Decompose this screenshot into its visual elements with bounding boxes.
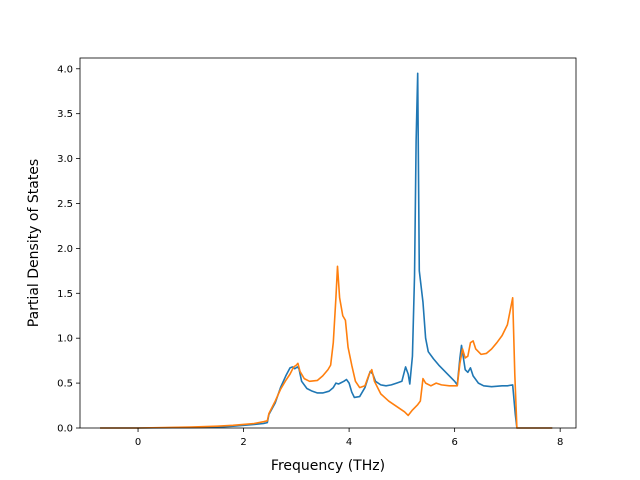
x-tick-label: 4 [346, 437, 352, 448]
series-line-2 [100, 265, 553, 429]
y-tick-label: 0.0 [57, 424, 73, 435]
x-tick-label: 0 [135, 437, 141, 448]
y-axis-ticks: 0.0 0.5 1.0 1.5 2.0 2.5 3.0 3.5 4.0 [57, 64, 80, 435]
x-tick-label: 6 [451, 437, 457, 448]
x-axis-title: Frequency (THz) [271, 458, 385, 474]
y-tick-label: 3.0 [57, 154, 73, 165]
x-tick-label: 8 [557, 437, 563, 448]
series-line-1 [100, 72, 553, 429]
y-tick-label: 3.5 [57, 109, 73, 120]
y-tick-label: 0.5 [57, 379, 73, 390]
y-tick-label: 2.5 [57, 199, 73, 210]
y-tick-label: 1.5 [57, 289, 73, 300]
y-axis-title: Partial Density of States [26, 159, 42, 327]
y-tick-label: 2.0 [57, 244, 73, 255]
x-axis-ticks: 0 2 4 6 8 [135, 428, 563, 448]
y-tick-label: 1.0 [57, 334, 73, 345]
axes-frame [79, 57, 577, 429]
x-tick-label: 2 [240, 437, 246, 448]
y-tick-label: 4.0 [57, 64, 73, 75]
series-lines [100, 72, 553, 429]
